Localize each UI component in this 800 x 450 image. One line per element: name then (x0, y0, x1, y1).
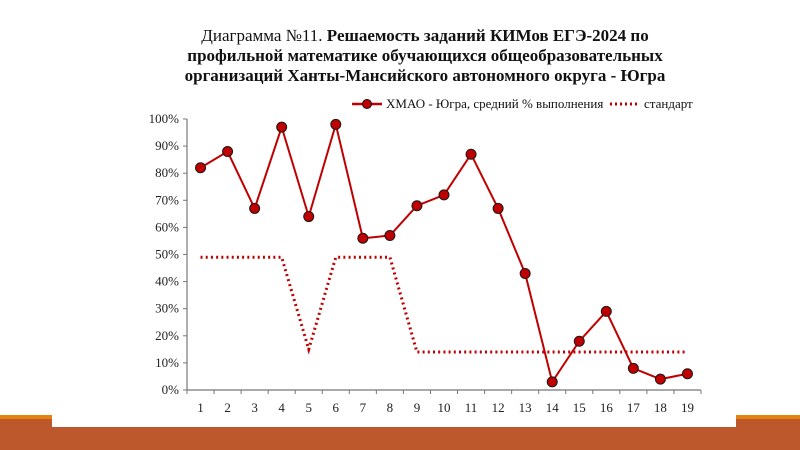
series-region-avg (195, 118, 693, 388)
data-point-marker (330, 118, 342, 130)
data-point-marker (303, 211, 315, 223)
x-tick-label: 8 (387, 400, 394, 415)
x-tick-label: 17 (627, 400, 641, 415)
legend-label-standard: стандарт (644, 96, 693, 111)
series-standard (200, 255, 688, 355)
title-prefix: Диаграмма №11. (201, 26, 323, 45)
y-tick-label: 0% (162, 382, 180, 397)
legend-label-region-avg: ХМАО - Югра, средний % выполнения (386, 96, 603, 111)
legend-item-region-avg: ХМАО - Югра, средний % выполнения (352, 96, 603, 111)
legend-item-standard: стандарт (610, 96, 693, 111)
y-tick-label: 80% (155, 165, 179, 180)
x-tick-label: 2 (224, 400, 231, 415)
data-point-marker (465, 148, 477, 160)
title-line2: профильной математике обучающихся общеоб… (187, 46, 663, 65)
chart-title: Диаграмма №11. Решаемость заданий КИМов … (150, 26, 700, 86)
chart-legend: ХМАО - Югра, средний % выполнения станда… (352, 96, 693, 111)
data-point-marker (249, 202, 261, 214)
y-tick-label: 100% (149, 111, 180, 126)
x-tick-label: 14 (546, 400, 560, 415)
x-tick-label: 15 (573, 400, 586, 415)
data-point-marker (519, 267, 531, 279)
accent-band-left (0, 415, 52, 427)
y-tick-label: 30% (155, 301, 179, 316)
x-tick-label: 11 (465, 400, 478, 415)
data-point-marker (411, 200, 423, 212)
x-tick-label: 13 (519, 400, 532, 415)
x-tick-label: 10 (438, 400, 451, 415)
y-tick-label: 40% (155, 274, 179, 289)
region-avg-line (200, 120, 688, 385)
data-point-marker (573, 335, 585, 347)
y-tick-label: 50% (155, 247, 179, 262)
x-tick-label: 19 (681, 400, 694, 415)
data-point-marker (357, 232, 369, 244)
data-point-marker (438, 189, 450, 201)
x-tick-label: 1 (197, 400, 204, 415)
x-tick-label: 9 (414, 400, 421, 415)
chart-axes (183, 118, 702, 394)
data-point-marker (222, 146, 234, 158)
x-tick-label: 5 (305, 400, 312, 415)
data-point-marker (195, 162, 207, 174)
data-point-marker (276, 121, 288, 133)
standard-line (200, 255, 688, 355)
y-tick-label: 60% (155, 219, 179, 234)
y-axis-labels: 0% 10% 20% 30% 40% 50% 60% 70% 80% 90% 100% (149, 111, 180, 397)
x-tick-label: 12 (492, 400, 505, 415)
x-axis-labels: 1 2 3 4 5 6 7 8 9 10 11 12 13 14 15 16 17 18 19 (197, 400, 694, 415)
y-tick-label: 70% (155, 192, 179, 207)
y-tick-label: 90% (155, 138, 179, 153)
data-point-marker (600, 305, 612, 317)
data-point-marker (492, 202, 504, 214)
y-tick-label: 10% (155, 355, 179, 370)
data-point-marker (546, 376, 558, 388)
title-line1: Решаемость заданий КИМов ЕГЭ-2024 по (326, 26, 649, 45)
accent-band-right (736, 415, 800, 427)
x-tick-label: 3 (251, 400, 258, 415)
data-point-marker (627, 362, 639, 374)
x-tick-label: 18 (654, 400, 667, 415)
data-point-marker (654, 373, 666, 385)
circle-marker-icon (362, 99, 372, 109)
data-point-marker (384, 230, 396, 242)
title-line3: организаций Ханты-Мансийского автономног… (184, 66, 666, 85)
x-tick-label: 16 (600, 400, 614, 415)
data-point-marker (681, 368, 693, 380)
x-tick-label: 4 (278, 400, 285, 415)
x-tick-label: 6 (333, 400, 340, 415)
y-tick-label: 20% (155, 328, 179, 343)
accent-band-bottom (0, 427, 800, 450)
x-tick-label: 7 (360, 400, 367, 415)
